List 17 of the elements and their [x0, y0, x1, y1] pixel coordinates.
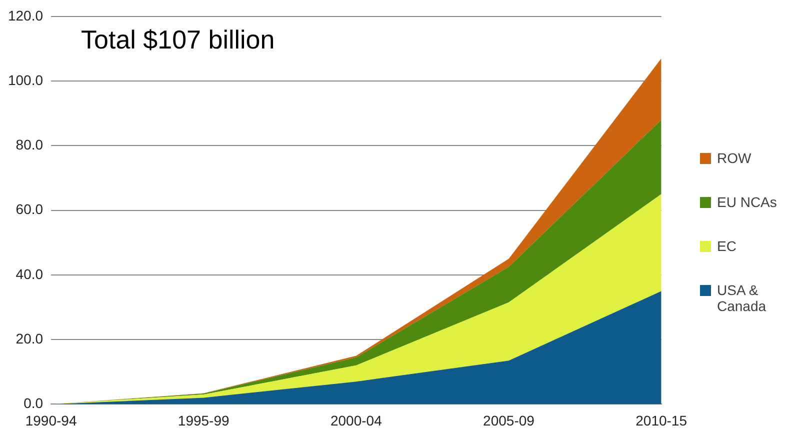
y-tick-label: 120.0	[8, 7, 44, 24]
y-tick-label: 60.0	[16, 201, 44, 218]
y-tick-label: 20.0	[16, 330, 44, 346]
x-tick-label: 2010-15	[636, 412, 688, 428]
legend-label: ROW	[717, 150, 752, 166]
legend-label: EU NCAs	[717, 194, 777, 210]
x-tick-label: 1995-99	[178, 412, 230, 428]
y-tick-label: 100.0	[8, 72, 44, 88]
chart-title: Total $107 billion	[81, 24, 275, 55]
y-tick-label: 40.0	[16, 266, 44, 282]
x-tick-label: 2005-09	[483, 412, 535, 428]
y-tick-label: 80.0	[16, 136, 44, 153]
legend-label: EC	[717, 238, 736, 254]
x-tick-label: 1990-94	[25, 412, 77, 428]
x-tick-label: 2000-04	[330, 412, 382, 428]
y-tick-label: 0.0	[24, 395, 44, 412]
legend-label: USA & Canada	[717, 282, 768, 314]
